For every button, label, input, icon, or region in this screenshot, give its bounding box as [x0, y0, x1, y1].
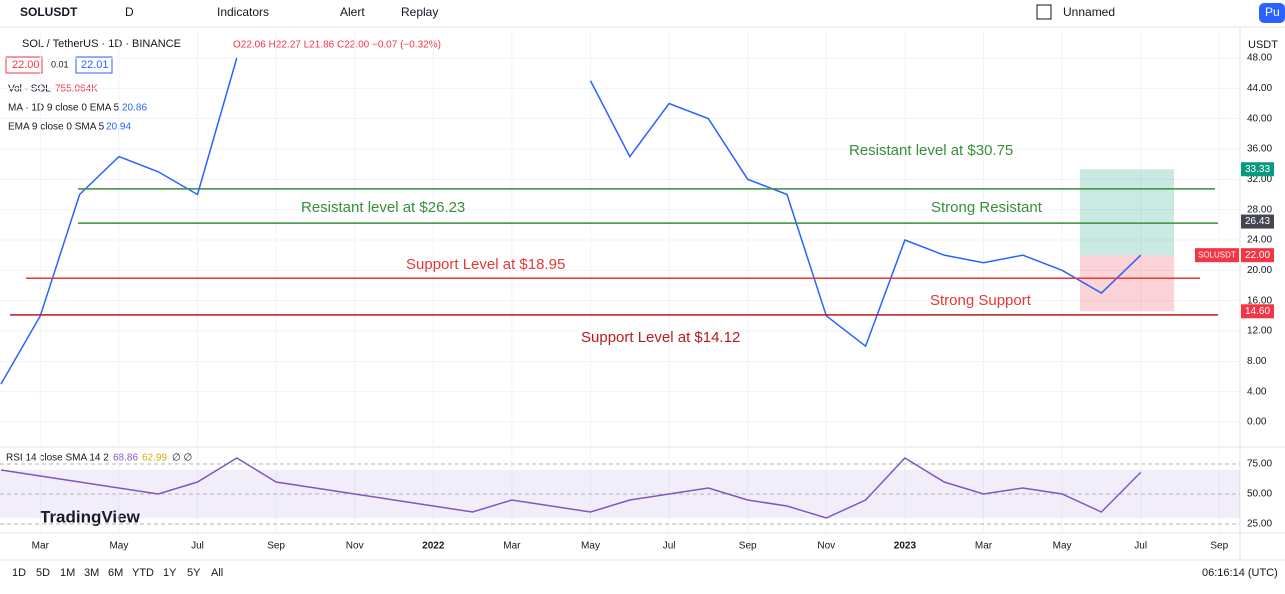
interval[interactable]: D: [125, 5, 134, 19]
x-tick-label: Nov: [346, 541, 364, 552]
level-label: Support Level at $18.95: [406, 256, 565, 273]
y-tick-label: 12.00: [1247, 326, 1272, 337]
ema: EMA 9 close 0 SMA 5: [8, 122, 105, 133]
price-badge: [1241, 248, 1274, 263]
x-tick-label: Sep: [739, 541, 757, 552]
x-tick-label: Mar: [975, 541, 993, 552]
rsi-tick-label: 25.00: [1247, 519, 1272, 530]
y-tick-label: 28.00: [1247, 204, 1272, 215]
x-tick-label: Mar: [32, 541, 50, 552]
x-tick-label: Mar: [503, 541, 521, 552]
x-tick-label: May: [1053, 541, 1072, 552]
indicators[interactable]: Indicators: [217, 5, 269, 19]
ma: MA · 1D 9 close 0 EMA 5: [8, 103, 120, 114]
y-tick-label: 48.00: [1247, 53, 1272, 64]
bid[interactable]: 22.00: [12, 59, 40, 71]
range-button[interactable]: 1M: [60, 567, 75, 579]
ask[interactable]: 22.01: [81, 59, 109, 71]
x-tick-label: May: [581, 541, 600, 552]
profit-zone: [1080, 169, 1174, 256]
range-button[interactable]: 3M: [84, 567, 99, 579]
note: Strong Support: [930, 292, 1032, 309]
y-tick-label: 44.00: [1247, 83, 1272, 94]
x-tick-label: Jul: [1134, 541, 1147, 552]
y-tick-label: 36.00: [1247, 144, 1272, 155]
rsi-extra: ∅ ∅: [172, 453, 192, 464]
x-tick-label: 2023: [894, 541, 917, 552]
rsi-value: 68.86: [113, 453, 138, 464]
price-badge-label: 14.60: [1245, 306, 1270, 317]
range-button[interactable]: 5D: [36, 567, 50, 579]
checkbox[interactable]: [1036, 4, 1052, 20]
replay[interactable]: Replay: [401, 5, 438, 19]
y-tick-label: 4.00: [1247, 386, 1267, 397]
pair: SOL / TetherUS · 1D · BINANCE: [22, 38, 181, 50]
y-tick-label: 32.00: [1247, 174, 1272, 185]
note: Strong Resistant: [931, 199, 1043, 216]
level-label: Resistant level at $30.75: [849, 142, 1013, 159]
vol: Vol · SOL: [8, 84, 51, 95]
range-button[interactable]: YTD: [132, 567, 154, 579]
range-button[interactable]: 5Y: [187, 567, 201, 579]
x-tick-label: Sep: [1210, 541, 1228, 552]
symbol[interactable]: SOLUSDT: [20, 5, 78, 19]
x-tick-label: 2022: [422, 541, 445, 552]
y-tick-label: 8.00: [1247, 356, 1267, 367]
y-tick-label: 40.00: [1247, 113, 1272, 124]
rsi-label: RSI 14 close SMA 14 2: [6, 453, 109, 464]
layout-name[interactable]: Unnamed: [1063, 5, 1115, 19]
x-tick-label: May: [109, 541, 128, 552]
bid-box[interactable]: [5, 56, 43, 74]
price-badge-label: 26.43: [1245, 216, 1270, 227]
range-button[interactable]: 1D: [12, 567, 26, 579]
y-tick-label: 16.00: [1247, 295, 1272, 306]
price-badge-label: 33.33: [1245, 164, 1270, 175]
rsi-sma: 62.99: [142, 453, 167, 464]
price-badge: [1241, 304, 1274, 319]
range-button[interactable]: 6M: [108, 567, 123, 579]
price-line: [0, 57, 1142, 385]
ma-value: 20.86: [122, 103, 147, 114]
vol-value: 755.064K: [55, 84, 98, 95]
spread: 0.01: [51, 59, 69, 69]
ohlc: O22.06 H22.27 L21.86 C22.00 −0.07 (−0.32…: [233, 40, 441, 51]
loss-zone: [1080, 255, 1174, 312]
brand: TradingView: [40, 507, 141, 526]
level-label: Resistant level at $26.23: [301, 199, 465, 216]
alert[interactable]: Alert: [340, 5, 365, 19]
price-badge-label: 22.00: [1245, 250, 1270, 261]
level-label: Support Level at $14.12: [581, 329, 740, 346]
price-badge: [1241, 162, 1274, 177]
range-button[interactable]: All: [211, 567, 223, 579]
rsi-line: [0, 457, 1142, 519]
user-button[interactable]: [1259, 3, 1285, 23]
y-tick-label: 24.00: [1247, 235, 1272, 246]
last-name: SOLUSDT: [1198, 250, 1236, 259]
ask-box[interactable]: [75, 56, 113, 74]
y-tick-label: 0.00: [1247, 417, 1267, 428]
range-button[interactable]: 1Y: [163, 567, 177, 579]
x-tick-label: Jul: [191, 541, 204, 552]
last-badge: [1195, 248, 1239, 263]
currency[interactable]: USDT: [1248, 39, 1278, 51]
price-badge: [1241, 214, 1274, 229]
rsi-tick-label: 50.00: [1247, 489, 1272, 500]
clock: 06:16:14 (UTC): [1202, 567, 1278, 579]
y-tick-label: 20.00: [1247, 265, 1272, 276]
x-tick-label: Sep: [267, 541, 285, 552]
x-tick-label: Nov: [817, 541, 835, 552]
user[interactable]: Pu: [1265, 5, 1280, 19]
rsi-tick-label: 75.00: [1247, 459, 1272, 470]
x-tick-label: Jul: [663, 541, 676, 552]
